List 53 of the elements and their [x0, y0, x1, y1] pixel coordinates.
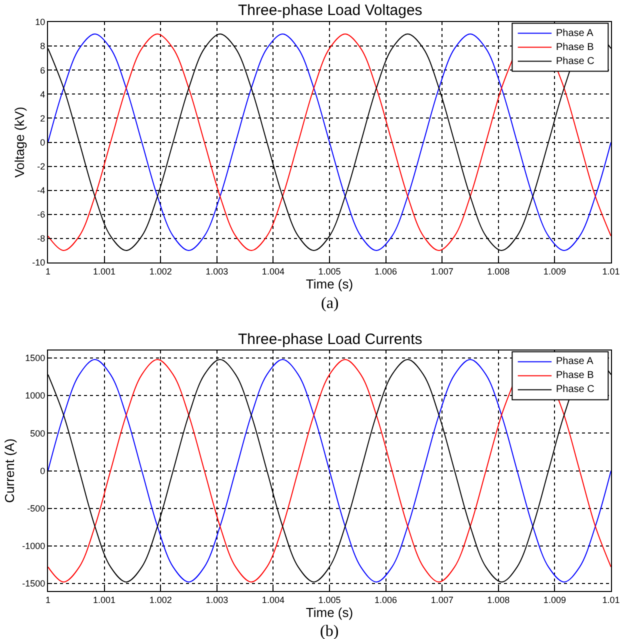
- y-tick-label: 0: [40, 137, 46, 148]
- y-tick-label: 8: [40, 41, 46, 52]
- x-tick-label: 1.006: [374, 266, 398, 276]
- series-label: Phase B: [556, 42, 594, 53]
- x-tick-label: 1.006: [374, 594, 398, 605]
- x-tick-label: 1.005: [318, 266, 341, 276]
- x-tick-label: 1.007: [430, 594, 454, 605]
- legend-label: Phase C: [556, 56, 594, 67]
- x-tick-label: 1.008: [487, 594, 510, 605]
- legend-label: Phase A: [556, 28, 594, 39]
- y-tick-label: 0: [40, 466, 46, 476]
- series-label: Phase B: [556, 370, 594, 381]
- y-tick-label: 1000: [25, 390, 46, 401]
- x-axis-title: Time (s): [306, 604, 354, 620]
- y-tick-label: -2: [37, 161, 46, 172]
- legend-label: Phase A: [556, 356, 594, 367]
- x-tick-label: 1.01: [602, 266, 620, 276]
- x-tick-label: 1: [45, 266, 51, 276]
- y-tick-label: 1500: [25, 353, 46, 364]
- x-tick-label: 1.001: [93, 594, 116, 605]
- x-tick-label: 1.004: [262, 266, 284, 276]
- y-tick-label: 10: [35, 17, 46, 28]
- y-tick-label: 6: [40, 65, 46, 76]
- x-tick-label: 1.01: [602, 594, 620, 605]
- chart-title: Three-phase Load Voltages: [238, 2, 422, 19]
- x-tick-label: 1.002: [149, 594, 172, 605]
- x-tick-label: 1: [45, 594, 51, 605]
- x-tick-label: 1.004: [262, 594, 284, 605]
- x-tick-label: 1.003: [206, 594, 228, 605]
- x-tick-label: 1.009: [543, 594, 566, 605]
- x-tick-label: 1.002: [149, 266, 172, 276]
- x-tick-label: 1.009: [543, 266, 566, 276]
- y-tick-label: 500: [30, 428, 46, 438]
- x-axis-title: Time (s): [306, 276, 354, 292]
- y-tick-label: -6: [37, 210, 46, 220]
- y-axis-title: Current (A): [2, 438, 18, 503]
- legend-label: Phase C: [556, 384, 594, 395]
- x-tick-label: 1.008: [487, 266, 510, 276]
- y-tick-label: -10: [32, 258, 46, 268]
- x-tick-label: 1.001: [93, 266, 116, 276]
- text: (a): [321, 295, 339, 312]
- y-tick-label: -1000: [22, 541, 46, 552]
- y-tick-label: -500: [27, 503, 46, 514]
- x-tick-label: 1.003: [206, 266, 228, 276]
- y-tick-label: -8: [37, 234, 46, 244]
- chart-title: Three-phase Load Currents: [238, 331, 422, 348]
- y-tick-label: -4: [37, 186, 46, 196]
- y-tick-label: 4: [40, 89, 46, 100]
- y-axis-title: Voltage (kV): [12, 106, 28, 178]
- x-tick-label: 1.005: [318, 594, 341, 605]
- x-tick-label: 1.007: [430, 266, 454, 276]
- y-tick-label: -1500: [22, 578, 46, 589]
- y-tick-label: 2: [40, 113, 46, 124]
